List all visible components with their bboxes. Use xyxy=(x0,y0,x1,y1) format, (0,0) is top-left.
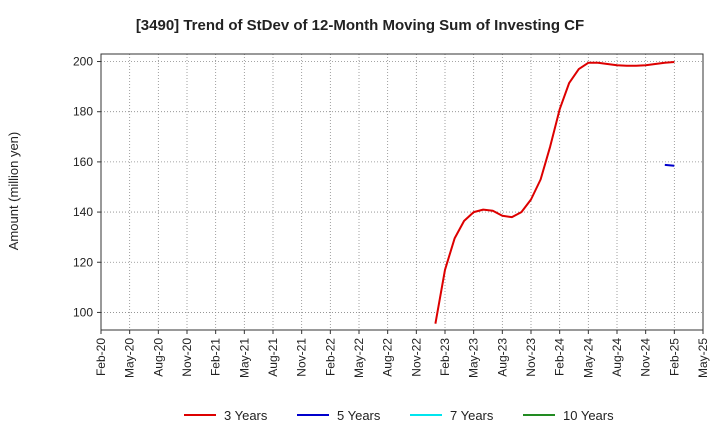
chart-title: [3490] Trend of StDev of 12-Month Moving… xyxy=(136,17,584,34)
legend-label-3-years: 3 Years xyxy=(224,408,268,423)
x-tick-label: Nov-22 xyxy=(409,338,423,377)
x-tick-label: Aug-24 xyxy=(610,338,624,377)
x-axis-ticks: Feb-20 May-20 Aug-20 Nov-20 Feb-21 May-21 Aug-… xyxy=(94,330,710,378)
x-tick-label: May-21 xyxy=(237,338,251,378)
y-tick-label: 200 xyxy=(73,55,93,69)
x-tick-label: May-24 xyxy=(581,338,595,378)
x-tick-label: Nov-24 xyxy=(639,338,653,377)
x-tick-label: Nov-23 xyxy=(524,338,538,377)
legend-label-5-years: 5 Years xyxy=(337,408,381,423)
y-tick-label: 140 xyxy=(73,205,93,219)
x-tick-label: Feb-22 xyxy=(323,338,337,376)
x-tick-label: Aug-23 xyxy=(495,338,509,377)
legend-label-7-years: 7 Years xyxy=(450,408,494,423)
x-tick-label: Nov-20 xyxy=(180,338,194,377)
series-lines xyxy=(434,61,675,324)
plot-area xyxy=(100,53,704,331)
y-tick-label: 120 xyxy=(73,255,93,269)
legend: 3 Years 5 Years 7 Years 10 Years xyxy=(184,408,614,423)
y-tick-label: 180 xyxy=(73,105,93,119)
x-tick-label: Feb-25 xyxy=(667,338,681,376)
x-tick-label: May-25 xyxy=(696,338,710,378)
x-tick-label: May-20 xyxy=(123,338,137,378)
y-axis-ticks: 100 120 140 160 180 200 xyxy=(73,55,101,319)
x-tick-label: Aug-21 xyxy=(266,338,280,377)
x-tick-label: Aug-20 xyxy=(151,338,165,377)
y-tick-label: 100 xyxy=(73,305,93,319)
series-line-3-years xyxy=(434,61,675,324)
x-tick-label: Feb-21 xyxy=(209,338,223,376)
x-tick-label: Feb-23 xyxy=(438,338,452,376)
y-axis-label: Amount (million yen) xyxy=(6,132,21,251)
x-tick-label: Nov-21 xyxy=(295,338,309,377)
series-line-5-years xyxy=(664,163,675,167)
x-tick-label: Feb-24 xyxy=(553,338,567,376)
x-tick-label: Feb-20 xyxy=(94,338,108,376)
x-tick-label: May-22 xyxy=(352,338,366,378)
grid xyxy=(101,54,703,330)
y-tick-label: 160 xyxy=(73,155,93,169)
legend-label-10-years: 10 Years xyxy=(563,408,614,423)
x-tick-label: May-23 xyxy=(467,338,481,378)
x-tick-label: Aug-22 xyxy=(381,338,395,377)
